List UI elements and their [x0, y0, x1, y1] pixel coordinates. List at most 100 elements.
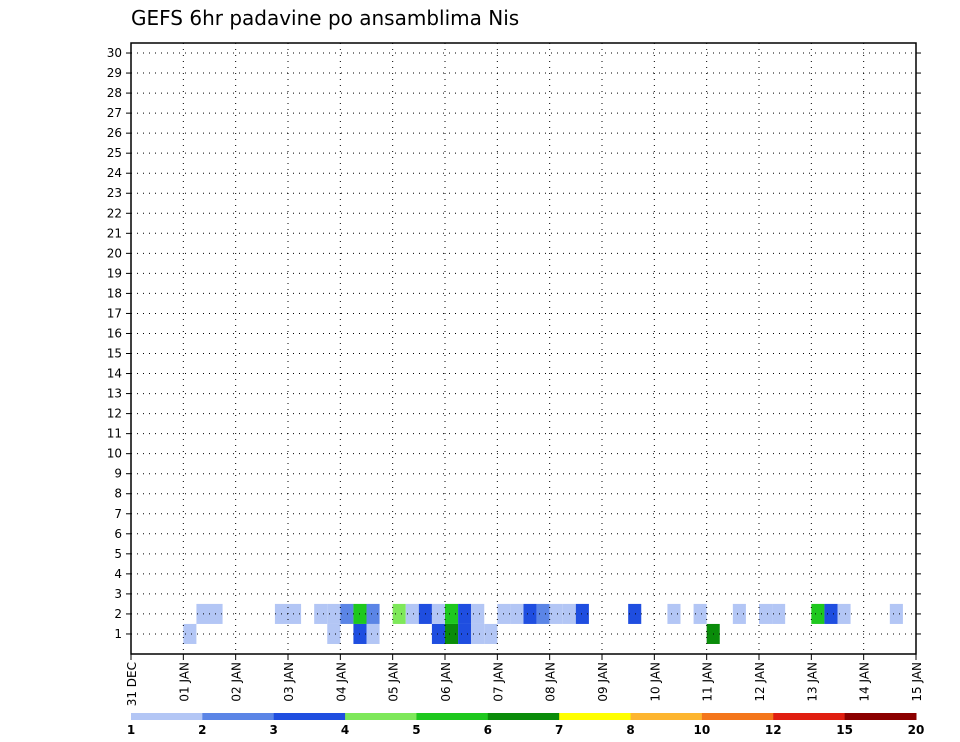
colorbar-swatch [131, 713, 203, 720]
heat-cell [837, 603, 851, 624]
heat-cell [471, 623, 485, 644]
heat-cell [811, 603, 825, 624]
heat-cell [523, 603, 537, 624]
heat-cell [445, 603, 459, 624]
colorbar-swatch [844, 713, 917, 720]
x-tick-label: 05 JAN [387, 662, 401, 702]
x-tick-label: 03 JAN [282, 662, 296, 702]
y-tick-label: 25 [107, 146, 122, 160]
heat-cell [575, 603, 589, 624]
colorbar: 1 2 3 4 5 6 7 8 10 12 15 20 [127, 713, 925, 737]
colorbar-swatch [559, 713, 632, 720]
heat-cell [693, 603, 707, 624]
colorbar-label: 2 [198, 723, 206, 737]
cells-layer [183, 603, 903, 644]
y-tick-label: 28 [107, 86, 122, 100]
colorbar-swatch [416, 713, 489, 720]
colorbar-label: 5 [412, 723, 420, 737]
x-tick-label: 08 JAN [544, 662, 558, 702]
colorbar-swatch [701, 713, 774, 720]
heat-cell [549, 603, 563, 624]
heat-cell [759, 603, 773, 624]
y-tick-label: 15 [107, 347, 122, 361]
colorbar-swatch [273, 713, 346, 720]
heat-cell [366, 623, 380, 644]
heat-cell [209, 603, 223, 624]
colorbar-label: 15 [836, 723, 853, 737]
heat-cell [772, 603, 786, 624]
heat-cell [405, 603, 419, 624]
heat-cell [458, 603, 472, 624]
heat-cell [824, 603, 838, 624]
heat-cell [327, 623, 341, 644]
x-tick-label: 13 JAN [805, 662, 819, 702]
x-tick-label: 07 JAN [491, 662, 505, 702]
y-axis: 1234567891011121314151617181920212223242… [107, 46, 921, 641]
x-tick-label: 06 JAN [439, 662, 453, 702]
x-tick-label: 14 JAN [858, 662, 872, 702]
y-tick-label: 18 [107, 286, 122, 300]
colorbar-label: 4 [341, 723, 349, 737]
heat-cell [327, 603, 341, 624]
y-tick-label: 12 [107, 407, 122, 421]
colorbar-label: 12 [765, 723, 782, 737]
y-tick-label: 10 [107, 447, 122, 461]
colorbar-swatch [202, 713, 275, 720]
y-tick-label: 17 [107, 306, 122, 320]
y-tick-label: 2 [114, 607, 122, 621]
grid-layer [131, 43, 916, 654]
y-tick-label: 16 [107, 326, 122, 340]
colorbar-swatch [345, 713, 417, 720]
x-tick-label: 09 JAN [596, 662, 610, 702]
y-tick-label: 23 [107, 186, 122, 200]
y-tick-label: 6 [114, 527, 122, 541]
x-tick-label: 31 DEC [125, 662, 139, 706]
y-tick-label: 13 [107, 387, 122, 401]
heat-cell [458, 623, 472, 644]
heat-cell [183, 623, 197, 644]
y-tick-label: 4 [114, 567, 122, 581]
y-tick-label: 11 [107, 427, 122, 441]
heat-cell [536, 603, 550, 624]
chart-title: GEFS 6hr padavine po ansamblima Nis [131, 6, 519, 30]
y-tick-label: 24 [107, 166, 122, 180]
y-tick-label: 20 [107, 246, 122, 260]
y-tick-label: 19 [107, 266, 122, 280]
heat-cell [314, 603, 328, 624]
y-tick-label: 5 [114, 547, 122, 561]
y-tick-label: 9 [114, 467, 122, 481]
colorbar-label: 8 [626, 723, 634, 737]
x-axis: 31 DEC 01 JAN 02 JAN 03 JAN 04 JAN 05 JAN 06 J… [125, 654, 924, 706]
heat-cell [484, 623, 498, 644]
x-tick-label: 02 JAN [230, 662, 244, 702]
heat-cell [340, 603, 354, 624]
colorbar-swatch [773, 713, 846, 720]
y-tick-label: 1 [114, 627, 122, 641]
heat-cell [431, 623, 445, 644]
colorbar-swatch [630, 713, 703, 720]
colorbar-label: 10 [694, 723, 711, 737]
heat-cell [196, 603, 210, 624]
y-tick-label: 29 [107, 66, 122, 80]
colorbar-label: 6 [484, 723, 492, 737]
x-tick-label: 11 JAN [701, 662, 715, 702]
heat-cell [431, 603, 445, 624]
heat-cell [628, 603, 642, 624]
colorbar-label: 20 [908, 723, 925, 737]
y-tick-label: 22 [107, 206, 122, 220]
y-tick-label: 8 [114, 487, 122, 501]
colorbar-label: 7 [555, 723, 563, 737]
colorbar-swatch [487, 713, 560, 720]
x-tick-label: 01 JAN [177, 662, 191, 702]
heat-cell [366, 603, 380, 624]
heat-cell [288, 603, 302, 624]
heat-cell [471, 603, 485, 624]
plot-frame [130, 42, 917, 655]
y-tick-label: 21 [107, 226, 122, 240]
heat-cell [445, 623, 459, 644]
x-tick-label: 12 JAN [753, 662, 767, 702]
heat-cell [392, 603, 406, 624]
y-tick-label: 27 [107, 106, 122, 120]
colorbar-label: 3 [270, 723, 278, 737]
